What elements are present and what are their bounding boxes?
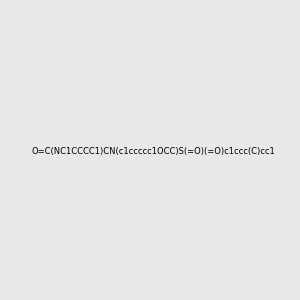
Text: O=C(NC1CCCC1)CN(c1ccccc1OCC)S(=O)(=O)c1ccc(C)cc1: O=C(NC1CCCC1)CN(c1ccccc1OCC)S(=O)(=O)c1c… [32,147,276,156]
